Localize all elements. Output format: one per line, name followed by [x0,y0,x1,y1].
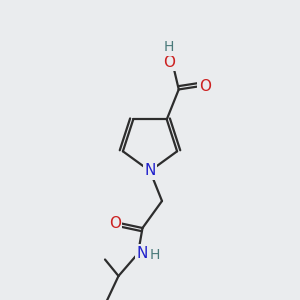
Text: O: O [199,79,211,94]
Text: O: O [109,216,121,231]
Text: H: H [164,40,174,54]
Text: O: O [163,55,175,70]
Text: H: H [149,248,160,262]
Text: N: N [144,164,156,178]
Text: N: N [137,246,148,261]
